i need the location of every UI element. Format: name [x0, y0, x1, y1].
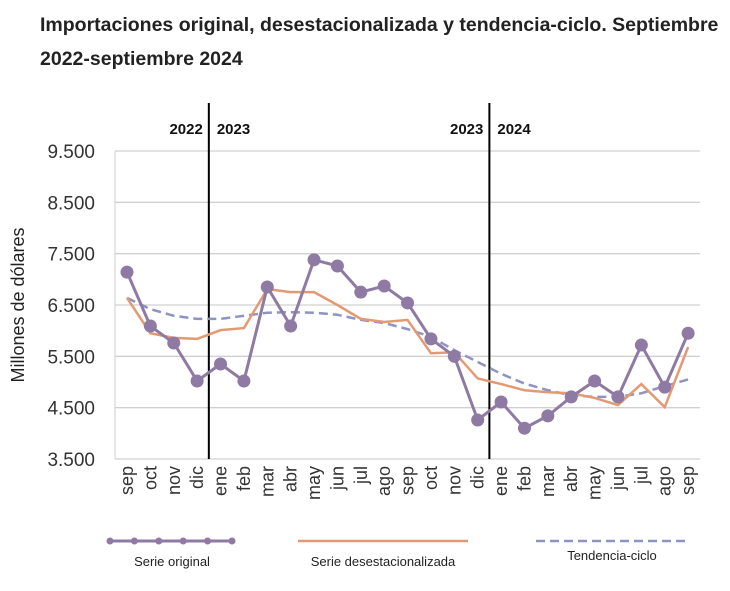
data-point — [354, 285, 368, 299]
y-tick-label: 7.500 — [47, 245, 95, 266]
x-tick-label: oct — [421, 466, 441, 490]
data-point — [564, 390, 578, 404]
x-tick-label: ene — [211, 466, 231, 496]
x-tick-label: abr — [281, 466, 301, 492]
year-label: 2024 — [497, 121, 531, 138]
data-point — [447, 349, 461, 363]
x-tick-label: feb — [514, 466, 534, 491]
data-point — [424, 332, 438, 346]
data-point — [167, 336, 181, 350]
x-tick-label: mar — [257, 466, 277, 497]
series-line — [125, 287, 690, 410]
y-tick-label: 8.500 — [47, 193, 95, 214]
x-tick-label: jun — [327, 466, 347, 491]
year-label: 2023 — [450, 121, 483, 138]
x-tick-label: ago — [374, 466, 394, 496]
x-tick-label: jul — [631, 466, 651, 485]
data-point — [517, 421, 531, 435]
x-tick-label: feb — [234, 466, 254, 491]
data-point — [681, 326, 695, 340]
data-point — [588, 374, 602, 388]
series-line — [125, 258, 690, 431]
year-label: 2023 — [217, 121, 250, 138]
x-tick-label: sep — [398, 466, 418, 495]
data-point — [214, 357, 228, 371]
x-tick-label: sep — [117, 466, 137, 495]
x-tick-label: jun — [608, 466, 628, 491]
y-tick-label: 5.500 — [47, 347, 95, 368]
data-point — [377, 279, 391, 293]
year-label: 2022 — [169, 121, 202, 138]
data-point — [471, 413, 485, 427]
data-point — [401, 296, 415, 310]
legend-marker — [179, 537, 187, 545]
x-tick-label: oct — [140, 466, 160, 490]
data-point — [190, 374, 204, 388]
x-tick-label: dic — [468, 466, 488, 489]
chart-title: Importaciones original, desestacionaliza… — [40, 14, 719, 70]
data-point — [120, 265, 134, 279]
y-tick-label: 9.500 — [47, 142, 95, 163]
data-point — [260, 280, 274, 294]
legend-marker — [130, 537, 138, 545]
data-point — [541, 409, 555, 423]
data-point — [658, 380, 672, 394]
x-tick-label: nov — [444, 466, 464, 495]
legend-marker — [155, 537, 163, 545]
x-tick-label: ago — [655, 466, 675, 496]
data-point — [494, 395, 508, 409]
x-tick-label: abr — [561, 466, 581, 492]
y-axis-label: Millones de dólares — [8, 227, 28, 382]
series-line — [126, 296, 689, 399]
x-tick-label: jul — [351, 466, 371, 485]
x-tick-label: may — [585, 466, 605, 500]
legend-label: Tendencia-ciclo — [567, 548, 657, 563]
y-tick-label: 4.500 — [47, 399, 95, 420]
x-tick-label: dic — [187, 466, 207, 489]
data-point — [330, 259, 344, 273]
legend-marker — [228, 537, 236, 545]
data-point — [284, 319, 298, 333]
x-tick-label: sep — [678, 466, 698, 495]
legend-marker — [106, 537, 114, 545]
y-tick-label: 6.500 — [47, 296, 95, 317]
x-tick-label: nov — [164, 466, 184, 495]
legend-marker — [204, 537, 212, 545]
x-tick-label: may — [304, 466, 324, 500]
legend-label: Serie desestacionalizada — [311, 554, 456, 569]
data-point — [611, 390, 625, 404]
data-point — [237, 374, 251, 388]
y-tick-label: 3.500 — [47, 450, 95, 471]
data-point — [307, 253, 321, 267]
data-point — [143, 319, 157, 333]
data-point — [634, 338, 648, 352]
x-tick-label: mar — [538, 466, 558, 497]
legend-label: Serie original — [134, 554, 210, 569]
x-tick-label: ene — [491, 466, 511, 496]
